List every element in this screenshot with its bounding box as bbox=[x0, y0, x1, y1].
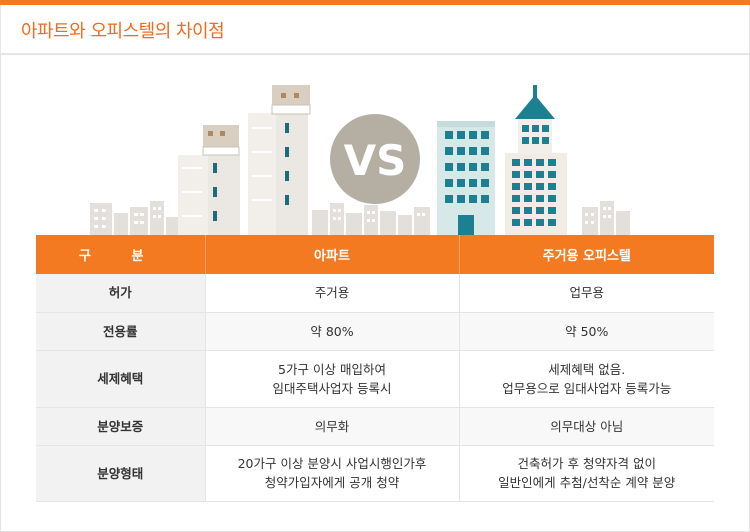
top-accent-bar bbox=[0, 0, 750, 5]
row-label: 분양보증 bbox=[36, 407, 205, 446]
officetel-value-line: 업무용으로 임대사업자 등록가능 bbox=[502, 380, 672, 396]
apartment-value: 20가구 이상 분양시 사업시행인가후 청약가입자에게 공개 청약 bbox=[204, 445, 459, 502]
officetel-value-line: 세제혜택 없음. bbox=[548, 361, 626, 377]
apartment-value: 의무화 bbox=[204, 407, 459, 446]
title-bar: 아파트와 오피스텔의 차이점 bbox=[0, 5, 750, 54]
vs-badge: VS bbox=[330, 114, 420, 204]
table-row: 허가 주거용 업무용 bbox=[36, 274, 714, 313]
table-row: 세제혜택 5가구 이상 매입하여 임대주택사업자 등록시 세제혜택 없음. 업무… bbox=[36, 350, 714, 408]
table-row: 전용률 약 80% 약 50% bbox=[36, 312, 714, 351]
officetel-value-line: 건축허가 후 청약자격 없이 bbox=[517, 456, 656, 471]
apartment-value-line: 5가구 이상 매입하여 bbox=[278, 361, 386, 377]
header-officetel: 주거용 오피스텔 bbox=[458, 235, 714, 274]
row-label: 세제혜택 bbox=[36, 350, 205, 408]
table-header-row: 구 분 아파트 주거용 오피스텔 bbox=[36, 235, 714, 274]
officetel-value: 의무대상 아님 bbox=[458, 407, 714, 446]
officetel-value: 세제혜택 없음. 업무용으로 임대사업자 등록가능 bbox=[458, 350, 714, 408]
page-title: 아파트와 오피스텔의 차이점 bbox=[21, 21, 225, 42]
apartment-value-line: 20가구 이상 분양시 사업시행인가후 bbox=[237, 456, 427, 471]
office-tower-right bbox=[505, 85, 567, 235]
officetel-value-line: 일반인에게 추첨/선착순 계약 분양 bbox=[498, 475, 676, 490]
apartment-value-line: 임대주택사업자 등록시 bbox=[272, 380, 392, 396]
officetel-value: 업무용 bbox=[458, 274, 714, 313]
apartment-value: 약 80% bbox=[204, 312, 459, 351]
header-apartment: 아파트 bbox=[204, 235, 459, 274]
table-row: 분양형태 20가구 이상 분양시 사업시행인가후 청약가입자에게 공개 청약 건… bbox=[36, 445, 714, 502]
row-label: 전용률 bbox=[36, 312, 205, 351]
apartment-building-small bbox=[178, 125, 240, 235]
vs-label: VS bbox=[344, 136, 407, 185]
row-label: 허가 bbox=[36, 274, 205, 313]
header-category: 구 분 bbox=[36, 235, 205, 274]
apartment-value-line: 청약가입자에게 공개 청약 bbox=[264, 475, 400, 490]
skyline-middle bbox=[312, 203, 430, 235]
apartment-value: 5가구 이상 매입하여 임대주택사업자 등록시 bbox=[204, 350, 459, 408]
row-label: 분양형태 bbox=[36, 445, 205, 502]
apartment-value: 주거용 bbox=[204, 274, 459, 313]
buildings-illustration: VS bbox=[90, 85, 630, 235]
office-building-left bbox=[437, 121, 495, 235]
comparison-table: 구 분 아파트 주거용 오피스텔 허가 주거용 업무용 전용률 약 80% 약 … bbox=[36, 235, 714, 502]
officetel-value: 약 50% bbox=[458, 312, 714, 351]
table-row: 분양보증 의무화 의무대상 아님 bbox=[36, 407, 714, 446]
officetel-value: 건축허가 후 청약자격 없이 일반인에게 추첨/선착순 계약 분양 bbox=[458, 445, 714, 502]
apartment-building-tall bbox=[248, 85, 311, 235]
